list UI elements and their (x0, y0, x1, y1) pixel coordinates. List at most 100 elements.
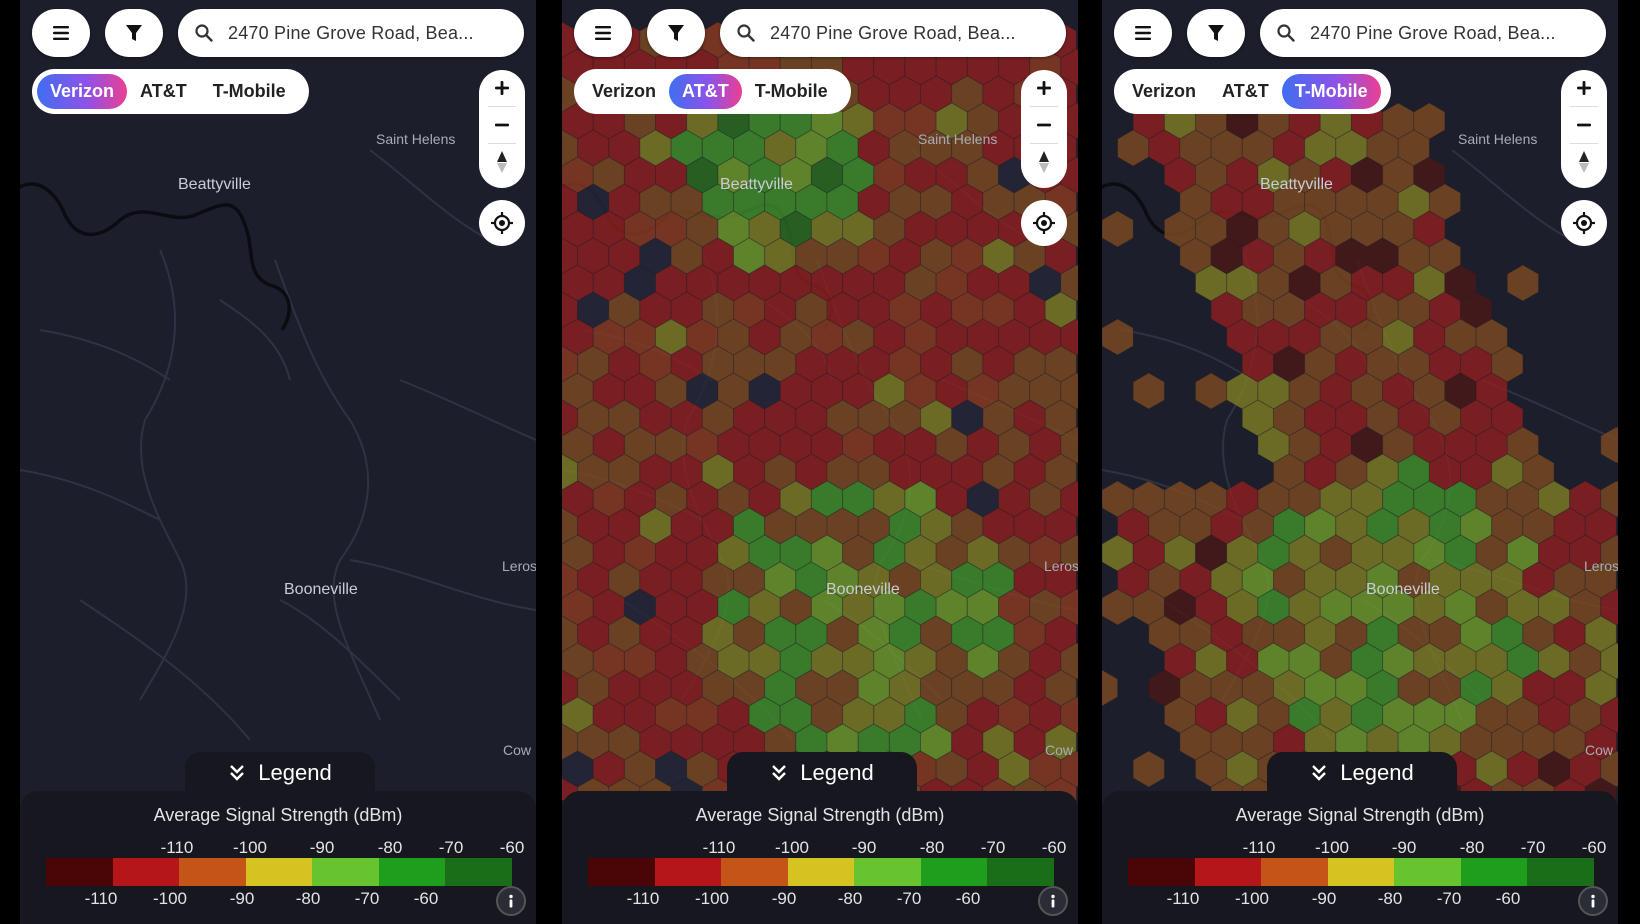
coverage-hex (1132, 750, 1165, 788)
legend-color-segment (245, 858, 313, 886)
zoom-out-button[interactable] (1021, 107, 1067, 143)
carrier-tab-att[interactable]: AT&T (140, 81, 187, 101)
carrier-tab-verizon[interactable]: Verizon (592, 81, 657, 101)
search-icon (195, 24, 213, 42)
legend-panel: Average Signal Strength (dBm) -110 -100 -9… (1102, 791, 1618, 924)
legend-color-segment (787, 858, 855, 886)
legend-top-ticks: -110 -100 -90 -80 -70 -60 (562, 838, 1078, 858)
zoom-in-button[interactable] (1021, 70, 1067, 106)
coverage-hex (1102, 318, 1134, 356)
info-button[interactable] (496, 886, 526, 916)
locate-button[interactable] (1561, 200, 1607, 246)
legend-color-segment (46, 858, 113, 886)
map-panel-verizon[interactable]: Beattyville Booneville Saint Helens Lero… (20, 0, 536, 924)
compass-button[interactable] (479, 144, 525, 180)
search-text: 2470 Pine Grove Road, Bea... (228, 22, 474, 43)
place-label-saint-helens: Saint Helens (1458, 131, 1538, 147)
legend-toggle-label: Legend (1340, 760, 1414, 785)
plus-icon (495, 81, 509, 95)
coverage-hex (1195, 372, 1228, 410)
zoom-divider (488, 106, 516, 107)
filter-button[interactable] (647, 9, 705, 57)
zoom-controls (1561, 70, 1607, 188)
legend-top-tick: -80 (919, 838, 945, 857)
carrier-tab-tmobile[interactable]: T-Mobile (212, 81, 286, 101)
locate-icon (1033, 212, 1055, 234)
legend-top-tick: -110 (1242, 838, 1276, 857)
locate-button[interactable] (479, 200, 525, 246)
search-input[interactable]: 2470 Pine Grove Road, Bea... (1260, 9, 1606, 57)
info-button[interactable] (1038, 886, 1068, 916)
menu-button[interactable] (1114, 9, 1172, 57)
place-label-booneville: Booneville (284, 581, 358, 598)
carrier-tab-att[interactable]: AT&T (669, 74, 742, 109)
legend-top-tick: -90 (309, 838, 335, 857)
legend-toggle-label: Legend (800, 760, 874, 785)
legend-bottom-tick: -110 (84, 889, 118, 908)
map-panel-att[interactable]: Beattyville Booneville Saint Helens Lero… (562, 0, 1078, 924)
place-label-beattyville: Beattyville (178, 176, 251, 193)
zoom-divider (488, 143, 516, 144)
zoom-controls (479, 70, 525, 188)
compass-button[interactable] (1021, 144, 1067, 180)
carrier-tab-verizon[interactable]: Verizon (37, 74, 128, 109)
base-map[interactable] (20, 0, 536, 800)
locate-button[interactable] (1021, 200, 1067, 246)
legend-top-tick: -90 (851, 838, 877, 857)
legend-title: Average Signal Strength (dBm) (153, 805, 403, 825)
legend-color-segment (1460, 858, 1528, 886)
carrier-tab-tmobile[interactable]: T-Mobile (1281, 74, 1381, 109)
chevron-double-down-icon (1312, 765, 1327, 781)
legend-color-segment (1261, 858, 1328, 886)
zoom-in-button[interactable] (1561, 70, 1607, 106)
legend-bottom-tick: -80 (1377, 889, 1403, 908)
legend-bottom-tick: -90 (1311, 889, 1337, 908)
zoom-in-button[interactable] (479, 70, 525, 106)
zoom-divider (1570, 106, 1598, 107)
legend-panel: Average Signal Strength (dBm) -110 -100 -9… (20, 791, 536, 924)
zoom-out-button[interactable] (479, 107, 525, 143)
locate-icon (491, 212, 513, 234)
place-label-cow: Cow (503, 742, 532, 758)
search-input[interactable]: 2470 Pine Grove Road, Bea... (178, 9, 524, 57)
legend-title: Average Signal Strength (dBm) (695, 805, 945, 825)
place-label-cow: Cow (1045, 742, 1074, 758)
legend-top-tick: -110 (702, 838, 736, 857)
menu-button[interactable] (574, 9, 632, 57)
legend-color-segment (1527, 858, 1595, 886)
map-panel-tmobile[interactable]: Beattyville Booneville Saint Helens Lero… (1102, 0, 1618, 924)
carrier-tab-tmobile[interactable]: T-Mobile (754, 81, 828, 101)
menu-button[interactable] (32, 9, 90, 57)
legend-top-tick: -80 (1459, 838, 1485, 857)
minus-icon (495, 123, 509, 127)
legend-bottom-tick: -60 (413, 889, 439, 908)
info-icon (1591, 894, 1595, 908)
legend-bottom-tick: -100 (694, 889, 730, 908)
plus-icon (1577, 81, 1591, 95)
search-input[interactable]: 2470 Pine Grove Road, Bea... (720, 9, 1066, 57)
legend-toggle-button[interactable]: Legend (1267, 752, 1457, 794)
legend-top-tick: -100 (1314, 838, 1350, 857)
coverage-hex-layer (20, 0, 536, 800)
search-text: 2470 Pine Grove Road, Bea... (770, 22, 1016, 43)
compass-icon (497, 151, 507, 173)
coverage-hex (1506, 264, 1539, 302)
place-label-saint-helens: Saint Helens (918, 131, 998, 147)
compass-button[interactable] (1561, 144, 1607, 180)
place-label-leros: Leros (1584, 558, 1618, 574)
legend-bottom-tick: -60 (955, 889, 981, 908)
info-icon (509, 894, 513, 908)
legend-toggle-button[interactable]: Legend (185, 752, 375, 794)
carrier-tab-att[interactable]: AT&T (1222, 81, 1269, 101)
legend-toggle-button[interactable]: Legend (727, 752, 917, 794)
zoom-out-button[interactable] (1561, 107, 1607, 143)
locate-icon (1573, 212, 1595, 234)
legend-top-tick: -60 (1041, 838, 1067, 857)
info-button[interactable] (1578, 886, 1608, 916)
place-label-beattyville: Beattyville (1260, 176, 1333, 193)
carrier-tab-verizon[interactable]: Verizon (1132, 81, 1197, 101)
legend-top-tick: -70 (438, 838, 464, 857)
filter-button[interactable] (1187, 9, 1245, 57)
filter-button[interactable] (105, 9, 163, 57)
legend-color-segment (588, 858, 655, 886)
